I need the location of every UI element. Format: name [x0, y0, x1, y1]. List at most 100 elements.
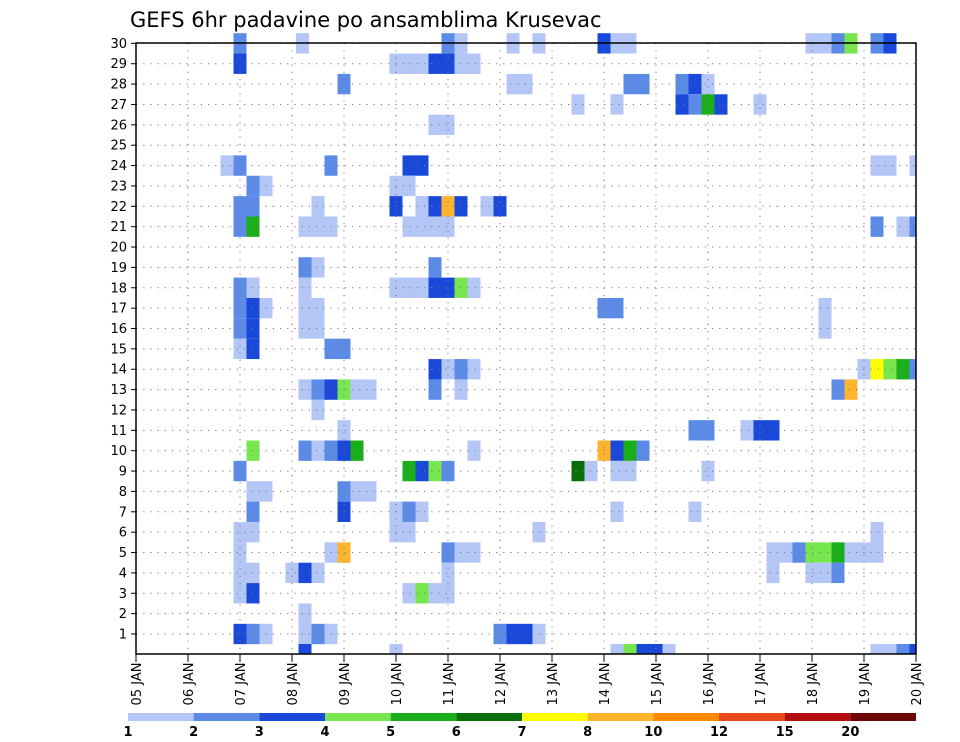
heatmap-cell — [441, 359, 455, 380]
heatmap-cell — [298, 603, 312, 624]
heatmap-cell — [896, 216, 910, 237]
heatmap-cell — [298, 379, 312, 400]
y-tick-label: 21 — [110, 220, 127, 235]
heatmap-cell — [402, 53, 416, 74]
heatmap-cell — [246, 297, 260, 319]
heatmap-cell — [233, 53, 247, 74]
heatmap-cell — [337, 481, 351, 502]
heatmap-cell — [246, 583, 260, 604]
heatmap-cell — [753, 94, 767, 115]
heatmap-cell — [337, 73, 351, 95]
heatmap-cell — [350, 481, 364, 502]
heatmap-cell — [298, 644, 312, 654]
heatmap-cell — [402, 155, 416, 176]
y-tick-label: 19 — [110, 261, 127, 276]
heatmap-cell — [246, 196, 260, 217]
heatmap-cell — [246, 562, 260, 584]
colorbar-swatch — [587, 713, 654, 721]
y-tick-label: 5 — [119, 546, 127, 561]
heatmap-cell — [805, 562, 819, 584]
x-tick-label: 14 JAN — [598, 663, 613, 706]
heatmap-cell — [428, 583, 442, 604]
heatmap-cell — [233, 583, 247, 604]
heatmap-cell — [220, 155, 234, 176]
heatmap-cell — [311, 216, 325, 237]
heatmap-cell — [415, 216, 429, 237]
heatmap-cell — [298, 440, 312, 461]
heatmap-cell — [623, 644, 637, 654]
heatmap-cell — [831, 562, 845, 584]
y-tick-label: 25 — [110, 139, 127, 154]
heatmap-cell — [610, 297, 624, 319]
heatmap-cell — [714, 94, 728, 115]
heatmap-cell — [441, 216, 455, 237]
heatmap-cell — [740, 420, 754, 441]
y-tick-label: 20 — [110, 241, 127, 256]
heatmap-cell — [402, 460, 416, 482]
heatmap-cell — [818, 562, 832, 584]
heatmap-cell — [428, 114, 442, 136]
heatmap-cell — [402, 501, 416, 522]
heatmap-cell — [909, 359, 916, 380]
y-tick-label: 3 — [119, 587, 127, 602]
x-tick-label: 11 JAN — [442, 663, 457, 706]
heatmap-cell — [883, 644, 897, 654]
heatmap-cell — [402, 216, 416, 237]
heatmap-cell — [246, 277, 260, 298]
x-tick-label: 20 JAN — [910, 663, 925, 706]
x-tick-label: 16 JAN — [702, 663, 717, 706]
y-tick-label: 30 — [110, 37, 127, 52]
heatmap-cell — [766, 562, 780, 584]
heatmap-cell — [467, 53, 481, 74]
y-tick-label: 13 — [110, 383, 127, 398]
y-tick-label: 4 — [119, 566, 127, 581]
heatmap-cell — [402, 175, 416, 197]
heatmap-cell — [506, 73, 520, 95]
heatmap-cell — [311, 623, 325, 645]
colorbar-label: 10 — [644, 725, 662, 740]
heatmap-cell — [428, 277, 442, 298]
colorbar-legend: 1 2 3 4 5 6 7 8 10 12 15 20 — [123, 713, 916, 740]
y-tick-label: 2 — [119, 607, 127, 622]
heatmap-cell — [337, 542, 351, 563]
heatmap-cell — [311, 379, 325, 400]
heatmap-cell — [246, 338, 260, 360]
heatmap-cell — [675, 94, 689, 115]
x-tick-label: 07 JAN — [234, 663, 249, 706]
heatmap-cell — [883, 155, 897, 176]
heatmap-cell — [246, 481, 260, 502]
colorbar-swatch — [259, 713, 325, 721]
y-tick-label: 18 — [110, 281, 127, 296]
heatmap-cell — [779, 542, 793, 563]
y-tick-label: 11 — [110, 424, 127, 439]
heatmap-cell — [311, 440, 325, 461]
heatmap-cell — [441, 277, 455, 298]
heatmap-cell — [337, 338, 351, 360]
y-tick-label: 23 — [110, 179, 127, 194]
heatmap-cell — [298, 297, 312, 319]
y-tick-label: 8 — [119, 485, 127, 500]
heatmap-cell — [675, 73, 689, 95]
colorbar-swatch — [456, 713, 522, 721]
heatmap-cell — [688, 420, 702, 441]
x-tick-label: 10 JAN — [390, 663, 405, 706]
heatmap-cell — [233, 196, 247, 217]
heatmap-cell — [506, 623, 520, 645]
dotted-grid — [136, 42, 916, 654]
heatmap-cell — [818, 542, 832, 563]
heatmap-cell — [818, 318, 832, 339]
y-tick-label: 10 — [110, 444, 127, 459]
y-tick-label: 7 — [119, 505, 127, 520]
heatmap-cell — [571, 94, 585, 115]
heatmap-cell — [610, 644, 624, 654]
heatmap-cell — [909, 155, 916, 176]
heatmap-cell — [610, 460, 624, 482]
heatmap-cell — [402, 277, 416, 298]
heatmap-cell — [441, 542, 455, 563]
heatmap-cell — [311, 297, 325, 319]
heatmap-cell — [311, 257, 325, 278]
heatmap-cell — [415, 460, 429, 482]
heatmap-cell — [610, 501, 624, 522]
heatmap-cell — [870, 644, 884, 654]
